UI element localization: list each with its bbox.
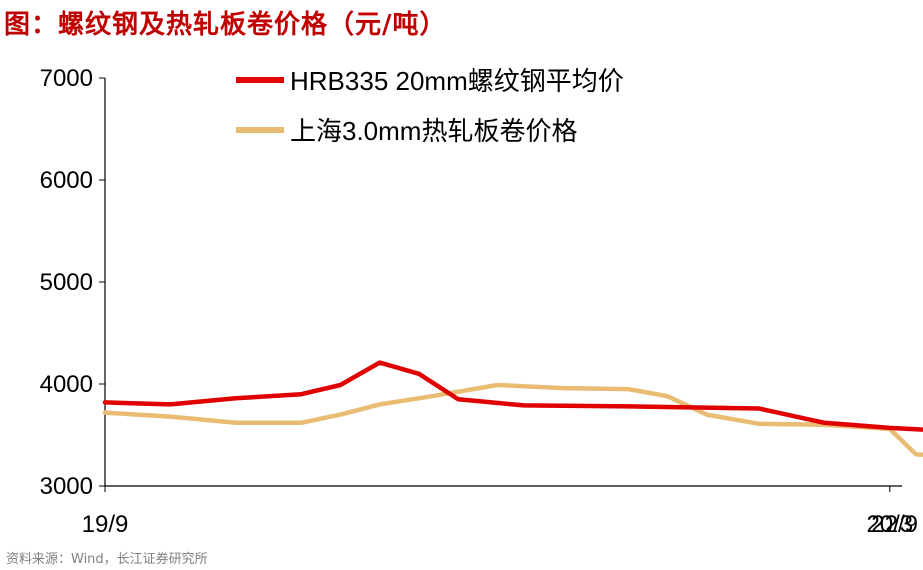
chart-series <box>102 360 923 457</box>
y-tick-label: 3000 <box>40 473 93 500</box>
y-tick-label: 4000 <box>40 371 93 398</box>
legend-label: 上海3.0mm热轧板卷价格 <box>290 116 577 146</box>
x-tick-label: 22/9 <box>871 511 918 538</box>
x-tick-label: 19/9 <box>82 511 129 538</box>
y-tick-label: 7000 <box>40 65 93 92</box>
y-tick-label: 5000 <box>40 269 93 296</box>
y-tick-label: 6000 <box>40 167 93 194</box>
series-line-rebar <box>102 360 923 432</box>
figure-title: 图：螺纹钢及热轧板卷价格（元/吨） <box>4 10 447 40</box>
source-note: 资料来源：Wind，长江证券研究所 <box>6 552 208 567</box>
chart-axes: 3000400050006000700019/920/320/921/321/9… <box>40 65 918 538</box>
x-tick-label: 20/3 <box>866 511 913 538</box>
legend-label: HRB335 20mm螺纹钢平均价 <box>290 66 624 96</box>
